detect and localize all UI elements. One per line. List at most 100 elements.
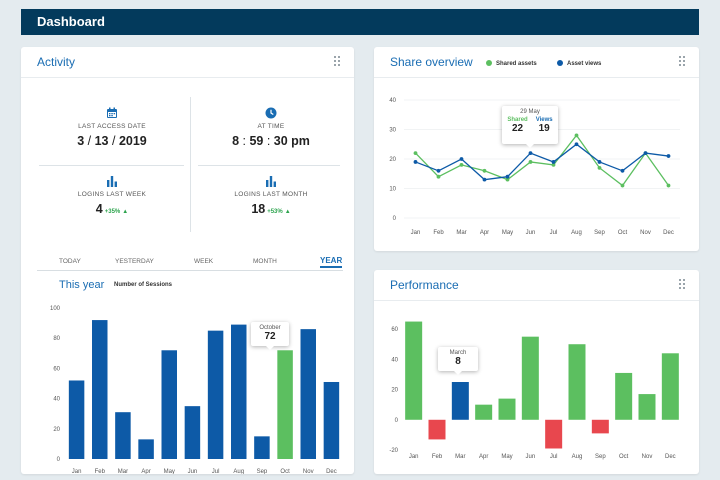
data-point [528,160,533,164]
bar [545,419,563,449]
bar [498,398,516,420]
bar [451,382,469,420]
bar [323,381,340,459]
bar [638,394,656,420]
bar-chart-icon [266,176,276,187]
x-tick-label: Oct [280,469,290,474]
data-point [574,142,579,147]
data-point [413,160,418,164]
x-tick-label: Jan [72,469,82,474]
logins-month-stat: LOGINS LAST MONTH 18 +53% ▲ [196,175,346,216]
data-point [551,160,556,164]
logins-month-delta: +53% [267,209,283,215]
performance-card: Performance -20 0 20 40 60 Jan Feb Mar Apr May Jun… [374,270,699,474]
y-tick-label: 80 [53,336,60,342]
x-tick-label: Sep [595,454,606,460]
period-tabs: TODAY YESTERDAY WEEK MONTH YEAR [37,256,343,271]
data-point [528,151,533,155]
bar [615,372,633,420]
bar [300,329,316,459]
page-title: Dashboard [37,14,105,29]
x-tick-label: Mar [456,230,466,236]
x-tick-label: Jan [409,454,419,460]
card-divider [374,77,699,78]
data-point [666,183,671,188]
data-point [505,174,510,179]
legend-dot-icon [557,60,563,66]
data-point [620,183,625,188]
y-tick-label: 0 [395,418,399,424]
data-point [574,133,579,138]
tab-today[interactable]: TODAY [59,258,81,265]
x-tick-label: Aug [233,469,244,474]
data-point [413,151,418,155]
drag-handle-icon[interactable] [679,279,685,291]
logins-week-label: LOGINS LAST WEEK [77,191,147,198]
x-tick-label: May [501,454,512,460]
x-tick-label: Jul [212,469,220,474]
share-overview-title: Share overview [390,55,473,69]
drag-handle-icon[interactable] [334,56,340,68]
tab-yesterday[interactable]: YESTERDAY [115,258,154,265]
bar [277,350,293,459]
data-point [482,177,487,182]
bar [661,353,679,420]
data-point [666,154,671,158]
tab-month[interactable]: MONTH [253,258,277,265]
x-tick-label: Nov [303,469,314,474]
x-tick-label: Aug [572,454,583,460]
y-tick-label: 40 [389,98,396,104]
y-tick-label: 20 [391,388,398,394]
data-point [551,163,556,167]
bar [92,320,108,459]
logins-week-delta: +35% [104,209,121,215]
stats-divider-right [198,165,340,166]
y-tick-label: -20 [389,448,398,454]
x-tick-label: Sep [594,230,605,236]
data-point [459,157,464,161]
series-line [415,143,669,181]
this-year-subtitle: Number of Sessions [114,282,173,288]
legend-asset-views[interactable]: Asset views [557,60,601,67]
x-tick-label: Jun [525,454,535,460]
tab-week[interactable]: WEEK [194,258,214,265]
bar [231,324,247,459]
data-point [597,165,602,170]
this-year-title: This year [59,279,105,291]
data-point [505,177,510,182]
at-time-stat: AT TIME 8 : 59 : 30 pm [196,107,346,148]
x-tick-label: Dec [663,230,674,236]
activity-title: Activity [37,55,76,69]
drag-handle-icon[interactable] [679,56,685,68]
x-tick-label: Nov [642,454,653,460]
card-divider [21,77,354,78]
bar [207,330,224,459]
stats-divider-vertical [190,97,191,232]
legend-shared-assets[interactable]: Shared assets [486,60,537,67]
data-point [436,174,441,179]
bar [138,439,154,459]
last-access-label: LAST ACCESS DATE [78,123,146,130]
y-tick-label: 60 [391,327,398,333]
logins-month-value: 18 +53% ▲ [251,202,291,216]
last-access-value: 3 / 13 / 2019 [77,134,147,148]
bar [521,336,539,420]
data-point [620,168,625,173]
logins-week-value: 4 +35% ▲ [95,202,129,216]
at-time-value: 8 : 59 : 30 pm [232,134,310,148]
tab-year[interactable]: YEAR [320,256,343,268]
card-divider [374,300,699,301]
stats-divider-left [39,165,184,166]
x-tick-label: Oct [618,230,628,236]
x-tick-label: Jul [550,230,558,236]
logins-month-label: LOGINS LAST MONTH [234,191,308,198]
x-tick-label: Aug [571,230,582,236]
logins-week-stat: LOGINS LAST WEEK 4 +35% ▲ [37,175,187,216]
sessions-tooltip: October 72 [251,322,289,350]
y-tick-label: 20 [53,427,60,433]
share-overview-card: Share overview Shared assets Asset views… [374,47,699,251]
y-tick-label: 0 [57,457,61,463]
x-tick-label: Nov [640,230,651,236]
at-time-label: AT TIME [257,123,285,130]
data-point [482,168,487,173]
